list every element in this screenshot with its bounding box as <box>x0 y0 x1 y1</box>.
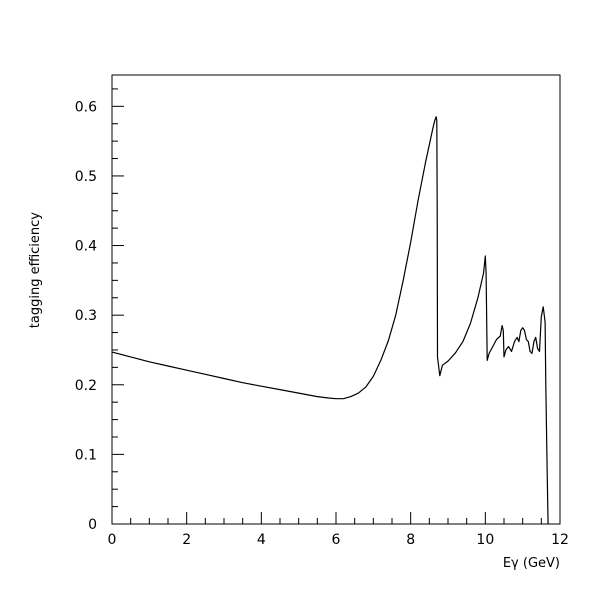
x-axis-title: Eγ (GeV) <box>503 556 560 571</box>
y-tick-label: 0.4 <box>75 239 97 255</box>
x-tick-label: 6 <box>332 532 341 548</box>
x-tick-label: 2 <box>182 532 191 548</box>
x-tick-label: 4 <box>257 532 266 548</box>
x-tick-label: 12 <box>551 532 569 548</box>
tick-labels: 0 2 4 6 8 10 12 0 0.1 0.2 0.3 0.4 0.5 0.6 <box>75 99 569 548</box>
y-tick-label: 0.2 <box>75 378 97 394</box>
x-tick-label: 10 <box>476 532 494 548</box>
y-tick-label: 0.6 <box>75 99 97 115</box>
efficiency-curve <box>111 116 549 525</box>
x-tick-label: 0 <box>108 532 117 548</box>
plot-frame <box>111 74 561 525</box>
y-tick-label: 0.3 <box>75 308 97 324</box>
y-axis-title: tagging efficiency <box>28 212 43 329</box>
y-tick-label: 0.1 <box>75 447 97 463</box>
axis-ticks <box>111 88 561 525</box>
y-tick-label: 0 <box>88 517 97 533</box>
y-tick-label: 0.5 <box>75 169 97 185</box>
x-tick-label: 8 <box>406 532 415 548</box>
